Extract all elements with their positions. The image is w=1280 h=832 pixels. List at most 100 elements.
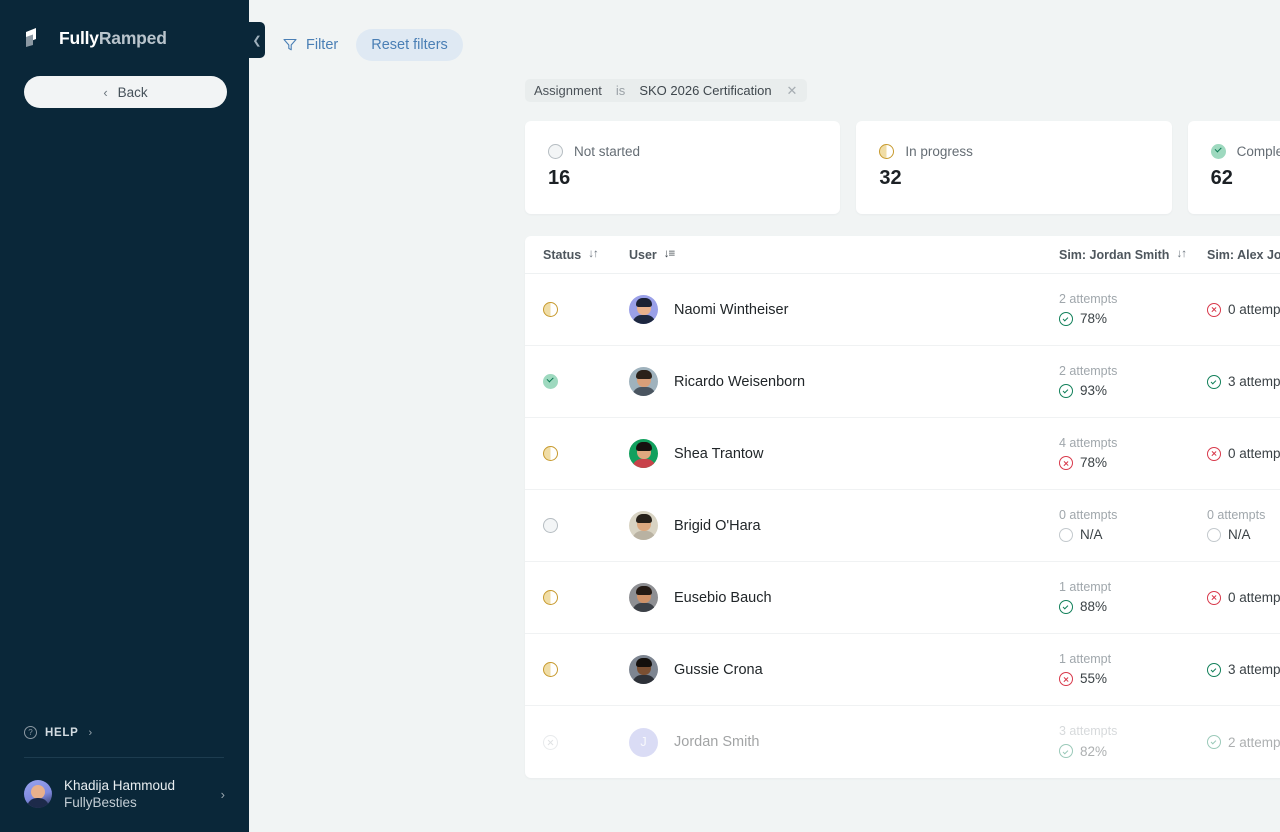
sim-attempts: 2 attempts xyxy=(1228,734,1280,750)
funnel-icon xyxy=(283,38,297,51)
help-link[interactable]: ? HELP › xyxy=(0,726,249,739)
stat-card-head: In progress xyxy=(879,144,1171,159)
sim-attempts: 3 attempts xyxy=(1059,724,1118,739)
avatar xyxy=(629,583,658,612)
sim-score: 78% xyxy=(1059,311,1207,326)
filter-chip[interactable]: Assignment is SKO 2026 Certification ✕ xyxy=(525,79,808,102)
avatar xyxy=(629,511,658,540)
filter-chip-operator: is xyxy=(615,83,626,98)
sim-result: 2 attempts 93% xyxy=(1059,363,1207,398)
sim-score-value: 88% xyxy=(1080,599,1108,615)
column-header-sim1[interactable]: Sim: Jordan Smith ↓↑ xyxy=(1059,248,1207,262)
cell-sim-1: 2 attempts 78% xyxy=(1059,292,1207,326)
sim-attempts: 3 attempts xyxy=(1228,374,1280,389)
sim-score-value: N/A xyxy=(1080,527,1103,543)
sim-score: N/A xyxy=(1207,527,1280,542)
score-pass-icon xyxy=(1207,374,1221,389)
sim-attempts: 0 attempts xyxy=(1059,507,1118,522)
not-started-icon xyxy=(548,144,563,159)
sidebar-user-name: Khadija Hammoud xyxy=(64,778,176,793)
cell-sim-2: 0 attempts N/A xyxy=(1207,508,1280,542)
stat-card-value: 32 xyxy=(879,167,902,189)
score-fail-icon xyxy=(1207,590,1221,605)
score-na-icon xyxy=(1059,527,1073,542)
sim-attempts: 2 attempts xyxy=(1059,363,1118,378)
help-label: HELP xyxy=(45,726,79,739)
sim-result: 1 attempt 55% xyxy=(1059,652,1207,686)
column-header-label: Sim: Alex Johnson xyxy=(1207,247,1280,262)
stat-card-complete[interactable]: Complete62 xyxy=(1187,121,1280,214)
table-row[interactable]: Ricardo Weisenborn 2 attempts 93% 3 attempt… xyxy=(525,346,1280,418)
back-button[interactable]: ‹ Back xyxy=(24,76,227,108)
sim-score: 82% xyxy=(1059,744,1207,759)
sim-attempts: 0 attempts xyxy=(1228,302,1280,317)
column-header-user[interactable]: User ↓≡ xyxy=(629,248,1059,262)
sidebar-user-meta: Khadija Hammoud FullyBesties xyxy=(64,778,209,810)
complete-icon xyxy=(1210,144,1226,159)
active-filters: Assignment is SKO 2026 Certification ✕ xyxy=(249,63,1280,102)
sidebar-user-block[interactable]: Khadija Hammoud FullyBesties › xyxy=(0,758,249,832)
cell-sim-1: 0 attempts N/A xyxy=(1059,507,1207,543)
stat-card-value: 62 xyxy=(1210,167,1233,189)
sort-icon[interactable]: ↓↑ xyxy=(588,247,598,260)
cell-sim-2: 0 attempts xyxy=(1207,302,1280,317)
sidebar: FullyRamped ‹ Back ? HELP › Khadija Hamm… xyxy=(0,0,249,832)
toolbar: Filter Reset filters Export xyxy=(249,0,1280,63)
sim-attempts: 3 attempts xyxy=(1228,662,1280,677)
sort-icon[interactable]: ↓↑ xyxy=(1176,247,1186,260)
column-header-sim2[interactable]: Sim: Alex Johnson↓↑ xyxy=(1207,248,1280,262)
main-content: Filter Reset filters Export Assignment i… xyxy=(249,0,1280,832)
user-name: Eusebio Bauch xyxy=(674,589,772,606)
user-name: Shea Trantow xyxy=(674,445,764,462)
sim-result: 0 attempts N/A xyxy=(1207,508,1280,542)
cell-status xyxy=(543,662,629,677)
column-header-status[interactable]: Status ↓↑ xyxy=(543,248,629,262)
chevron-right-icon: › xyxy=(220,786,225,802)
stat-card-head: Not started xyxy=(548,144,840,159)
cell-status xyxy=(543,374,629,389)
score-pass-icon xyxy=(1059,599,1073,614)
avatar xyxy=(629,295,658,324)
score-pass-icon xyxy=(1059,744,1073,759)
sim-result-single: 3 attempts xyxy=(1207,374,1280,389)
stat-card-notstarted[interactable]: Not started 16 xyxy=(525,121,841,214)
cell-status xyxy=(543,302,629,317)
filter-button[interactable]: Filter xyxy=(275,31,346,59)
cell-sim-2: 2 attempts xyxy=(1207,735,1280,750)
results-table: Status ↓↑ User ↓≡ Sim: Jordan Smith ↓↑ Sim: Al… xyxy=(525,236,1280,778)
sidebar-user-org: FullyBesties xyxy=(64,795,137,810)
sidebar-collapse-toggle[interactable]: ❮ xyxy=(249,22,265,58)
sim-result: 3 attempts 82% xyxy=(1059,724,1207,759)
table-header-row: Status ↓↑ User ↓≡ Sim: Jordan Smith ↓↑ Sim: Al… xyxy=(525,236,1280,274)
user-name: Brigid O'Hara xyxy=(674,517,761,534)
score-pass-icon xyxy=(1059,383,1073,398)
column-header-label: Sim: Jordan Smith xyxy=(1059,247,1170,262)
sort-desc-active-icon[interactable]: ↓≡ xyxy=(663,247,676,260)
score-fail-icon xyxy=(1059,671,1073,686)
score-fail-icon xyxy=(1059,455,1073,470)
back-button-label: Back xyxy=(117,84,148,100)
brand-part1: Fully xyxy=(59,27,99,48)
sim-score: 88% xyxy=(1059,599,1207,614)
cell-sim-1: 1 attempt 88% xyxy=(1059,580,1207,614)
reset-filters-button[interactable]: Reset filters xyxy=(356,28,463,61)
cell-user: Eusebio Bauch xyxy=(629,583,1059,612)
sim-result: 0 attempts N/A xyxy=(1059,507,1207,543)
column-header-label: Status xyxy=(543,247,582,262)
sidebar-spacer xyxy=(0,108,249,726)
status-inprogress-icon xyxy=(543,662,558,677)
sim-result: 2 attempts 78% xyxy=(1059,292,1207,326)
filter-chip-field: Assignment xyxy=(534,83,602,98)
stat-card-inprogress[interactable]: In progress 32 xyxy=(856,121,1172,214)
sim-attempts: 4 attempts xyxy=(1059,435,1118,450)
cell-sim-2: 0 attempts xyxy=(1207,590,1280,605)
sim-score: 78% xyxy=(1059,455,1207,470)
close-icon[interactable]: ✕ xyxy=(786,83,798,98)
user-name: Ricardo Weisenborn xyxy=(674,373,806,390)
